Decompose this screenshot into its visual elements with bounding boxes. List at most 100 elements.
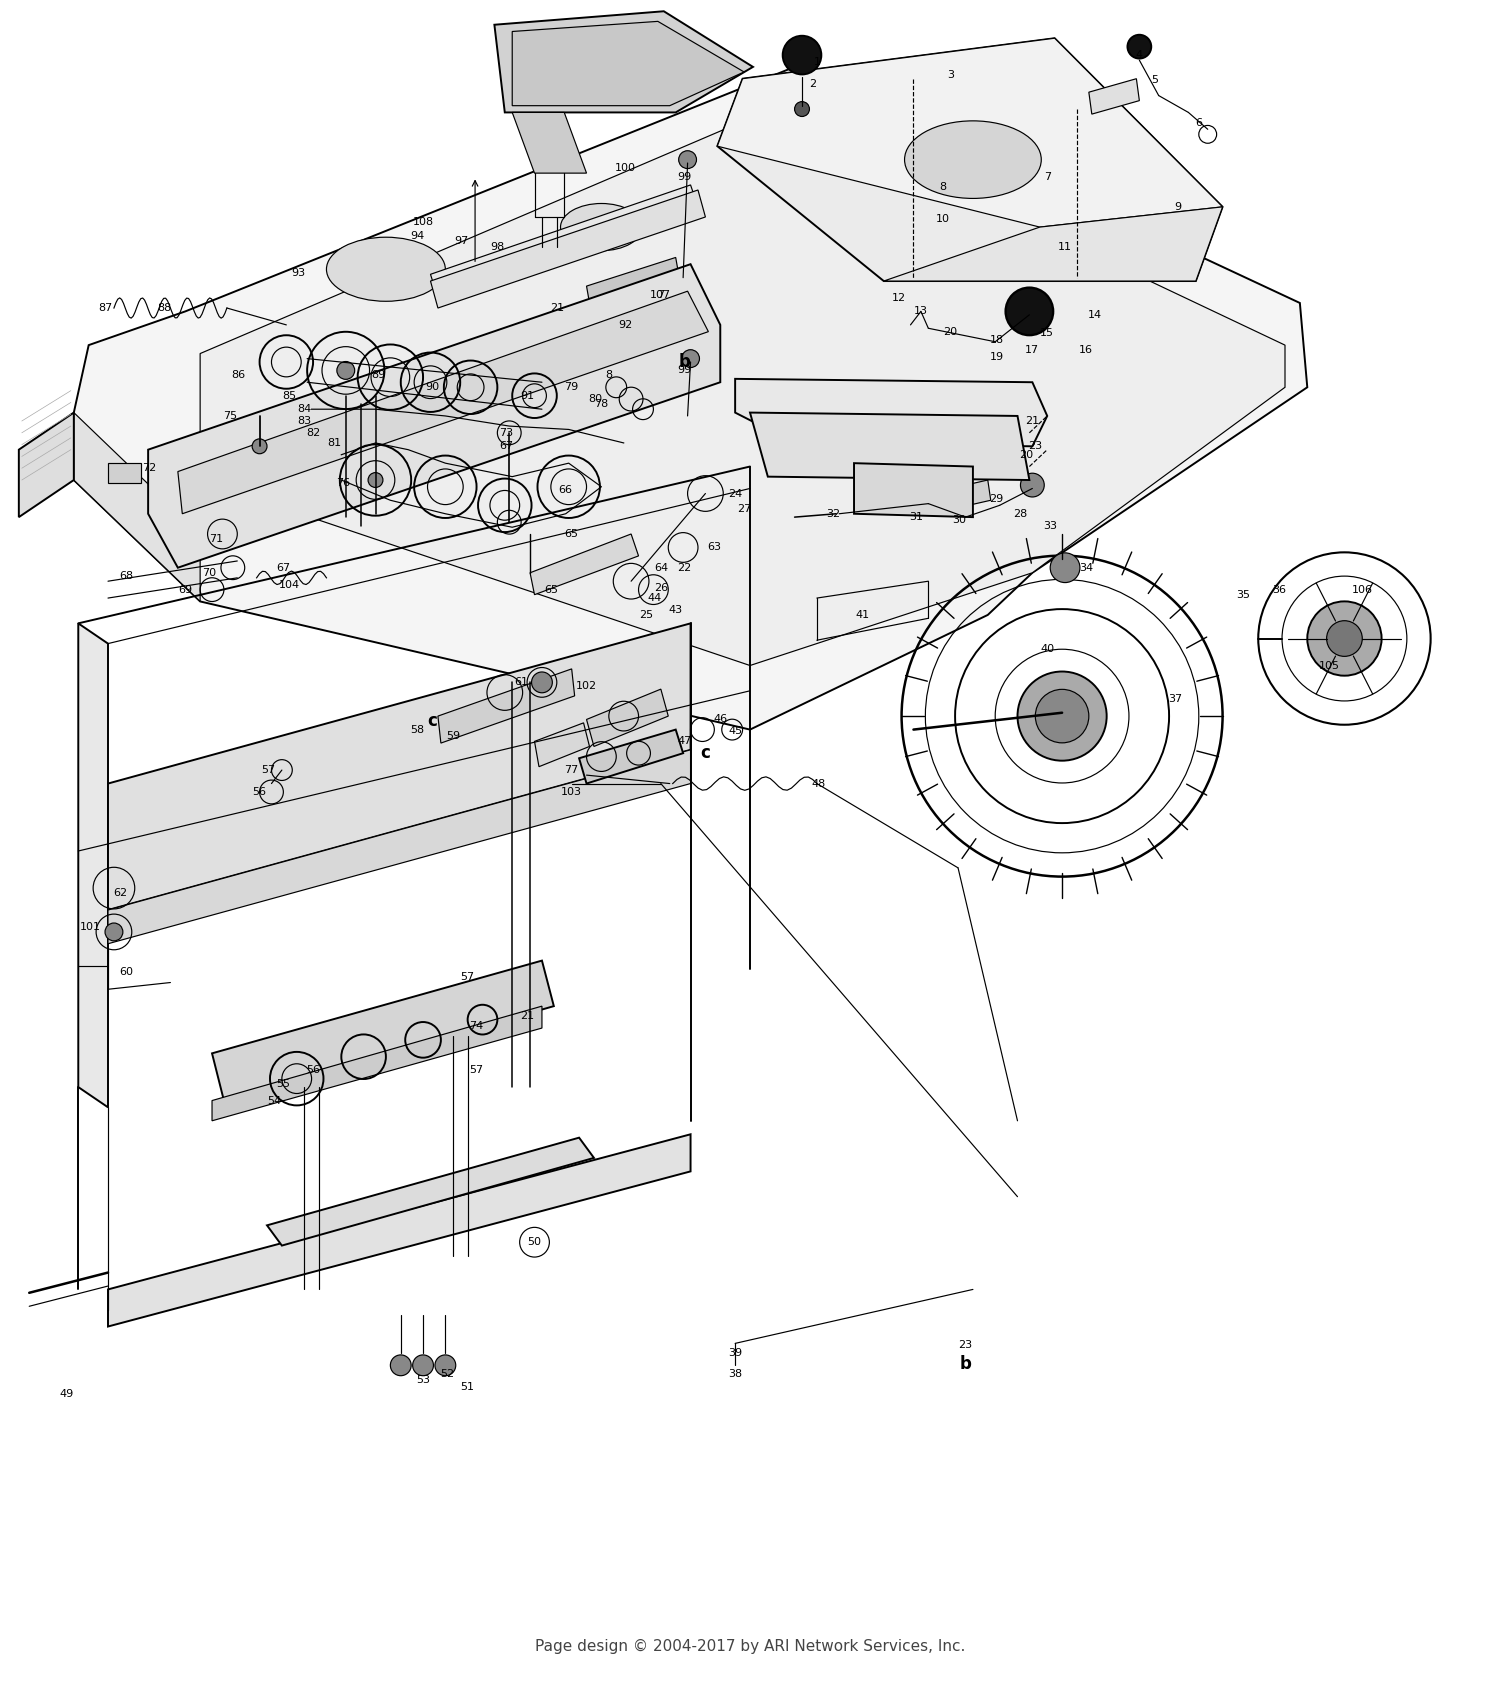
Text: 50: 50: [528, 1237, 542, 1248]
Polygon shape: [928, 480, 990, 514]
Ellipse shape: [904, 121, 1041, 199]
Text: 97: 97: [454, 235, 470, 245]
Text: 34: 34: [1078, 563, 1094, 572]
Text: 8: 8: [606, 371, 612, 381]
Text: 74: 74: [470, 1021, 483, 1031]
Text: 23: 23: [1029, 441, 1042, 451]
Polygon shape: [430, 186, 698, 298]
Text: 11: 11: [1058, 242, 1072, 252]
Text: 72: 72: [142, 463, 156, 473]
Polygon shape: [267, 1137, 594, 1246]
Text: 92: 92: [618, 320, 633, 330]
Polygon shape: [717, 37, 1222, 281]
Text: 99: 99: [678, 172, 692, 182]
Text: 46: 46: [712, 715, 728, 725]
Polygon shape: [579, 730, 682, 783]
Polygon shape: [74, 412, 200, 601]
Text: 52: 52: [440, 1368, 454, 1379]
Text: 102: 102: [576, 681, 597, 691]
Circle shape: [1017, 672, 1107, 761]
Text: 67: 67: [500, 441, 513, 451]
Text: 1: 1: [813, 56, 820, 66]
Text: 6: 6: [1196, 117, 1203, 128]
Text: 88: 88: [158, 303, 171, 313]
Polygon shape: [512, 112, 586, 174]
Polygon shape: [735, 380, 1047, 446]
Circle shape: [1005, 288, 1053, 335]
Text: 32: 32: [827, 509, 840, 519]
Text: 2: 2: [808, 78, 816, 89]
Polygon shape: [430, 191, 705, 308]
Circle shape: [783, 36, 822, 75]
Text: 28: 28: [1014, 509, 1028, 519]
Circle shape: [678, 151, 696, 168]
Polygon shape: [108, 751, 690, 943]
Text: 99: 99: [678, 366, 692, 376]
Text: 40: 40: [1040, 643, 1054, 654]
Circle shape: [1128, 34, 1152, 58]
Polygon shape: [750, 412, 1029, 480]
Text: 18: 18: [990, 335, 1004, 346]
Text: 75: 75: [224, 410, 237, 420]
Polygon shape: [108, 623, 690, 911]
Text: 39: 39: [728, 1348, 742, 1358]
Circle shape: [105, 922, 123, 941]
Text: 65: 65: [544, 584, 558, 594]
Text: 100: 100: [615, 163, 636, 174]
Text: 17: 17: [1026, 346, 1039, 356]
Text: 94: 94: [410, 230, 424, 240]
Text: 27: 27: [736, 504, 752, 514]
Circle shape: [413, 1355, 434, 1375]
Text: 85: 85: [282, 391, 297, 400]
Text: 54: 54: [267, 1096, 282, 1106]
Text: 24: 24: [728, 488, 742, 499]
Text: 93: 93: [291, 267, 306, 277]
Text: 76: 76: [336, 478, 350, 488]
Text: 62: 62: [112, 888, 128, 899]
Text: 9: 9: [1174, 203, 1182, 211]
Text: 57: 57: [261, 766, 276, 774]
Text: 57: 57: [470, 1065, 483, 1076]
Text: 48: 48: [812, 778, 825, 788]
Polygon shape: [200, 106, 1286, 665]
Text: 104: 104: [279, 580, 300, 589]
Text: 91: 91: [520, 391, 534, 400]
Text: 108: 108: [413, 218, 434, 226]
Polygon shape: [438, 669, 574, 744]
Text: 61: 61: [514, 677, 528, 688]
Text: 71: 71: [210, 534, 224, 545]
Polygon shape: [211, 960, 554, 1101]
Text: 67: 67: [276, 563, 291, 572]
Text: 21: 21: [520, 1011, 534, 1021]
Text: 77: 77: [564, 766, 579, 774]
Text: 82: 82: [306, 427, 320, 437]
Text: 79: 79: [564, 383, 579, 391]
Polygon shape: [1089, 78, 1140, 114]
Text: 21: 21: [549, 303, 564, 313]
Text: 64: 64: [654, 563, 668, 572]
Text: 20: 20: [1020, 449, 1034, 460]
Text: 56: 56: [252, 786, 267, 797]
Text: 73: 73: [500, 427, 513, 437]
Text: 41: 41: [856, 609, 870, 620]
Circle shape: [368, 473, 382, 487]
Text: 12: 12: [891, 293, 906, 303]
Text: 47: 47: [678, 737, 692, 747]
Ellipse shape: [327, 237, 446, 301]
Text: 103: 103: [561, 786, 582, 797]
Text: 90: 90: [424, 383, 439, 391]
Text: 36: 36: [1272, 584, 1286, 594]
Text: 89: 89: [372, 371, 386, 381]
Polygon shape: [20, 412, 74, 517]
Text: 56: 56: [306, 1065, 320, 1076]
Text: b: b: [678, 352, 690, 371]
Polygon shape: [148, 264, 720, 568]
Text: 16: 16: [1078, 346, 1094, 356]
Circle shape: [1035, 689, 1089, 742]
Text: 53: 53: [416, 1375, 430, 1385]
Text: 70: 70: [202, 568, 216, 577]
Polygon shape: [530, 534, 639, 594]
Text: 78: 78: [594, 400, 609, 408]
Text: 25: 25: [639, 609, 652, 620]
Text: 86: 86: [231, 371, 246, 381]
